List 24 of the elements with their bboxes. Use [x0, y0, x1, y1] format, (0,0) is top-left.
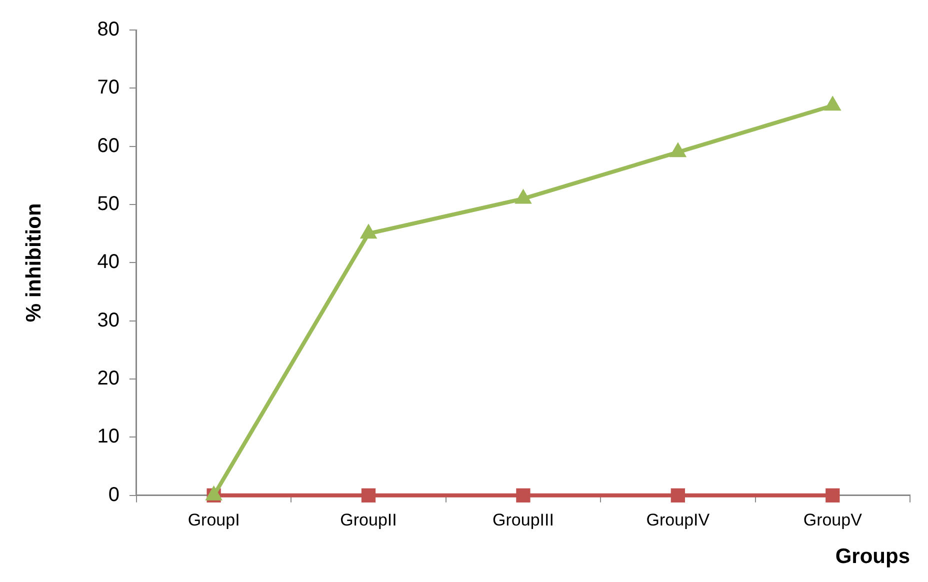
y-tick-label: 40	[97, 251, 120, 274]
point	[516, 488, 530, 502]
x-tick-label: GroupIV	[646, 510, 710, 530]
y-tick-label: 70	[97, 76, 120, 99]
y-tick-label: 80	[97, 18, 120, 41]
y-tick-label: 30	[97, 309, 120, 332]
y-tick-label: 50	[97, 193, 120, 216]
point	[826, 488, 840, 502]
y-axis-title: % inhibition	[22, 203, 46, 322]
point	[361, 488, 376, 502]
y-tick-label: 0	[108, 484, 120, 506]
point	[670, 488, 686, 502]
y-tick-label: 60	[97, 134, 120, 157]
x-tick-label: GroupIII	[492, 510, 554, 530]
y-tick-label: 10	[97, 426, 120, 448]
x-tick-label: GroupI	[188, 510, 240, 530]
point	[514, 188, 532, 204]
point	[669, 142, 687, 158]
point	[824, 96, 842, 111]
point	[360, 224, 378, 239]
y-tick-label: 20	[97, 368, 120, 390]
x-axis-title: Groups	[835, 545, 910, 568]
x-tick-label: GroupV	[803, 510, 863, 530]
x-tick-label: GroupII	[340, 510, 397, 530]
